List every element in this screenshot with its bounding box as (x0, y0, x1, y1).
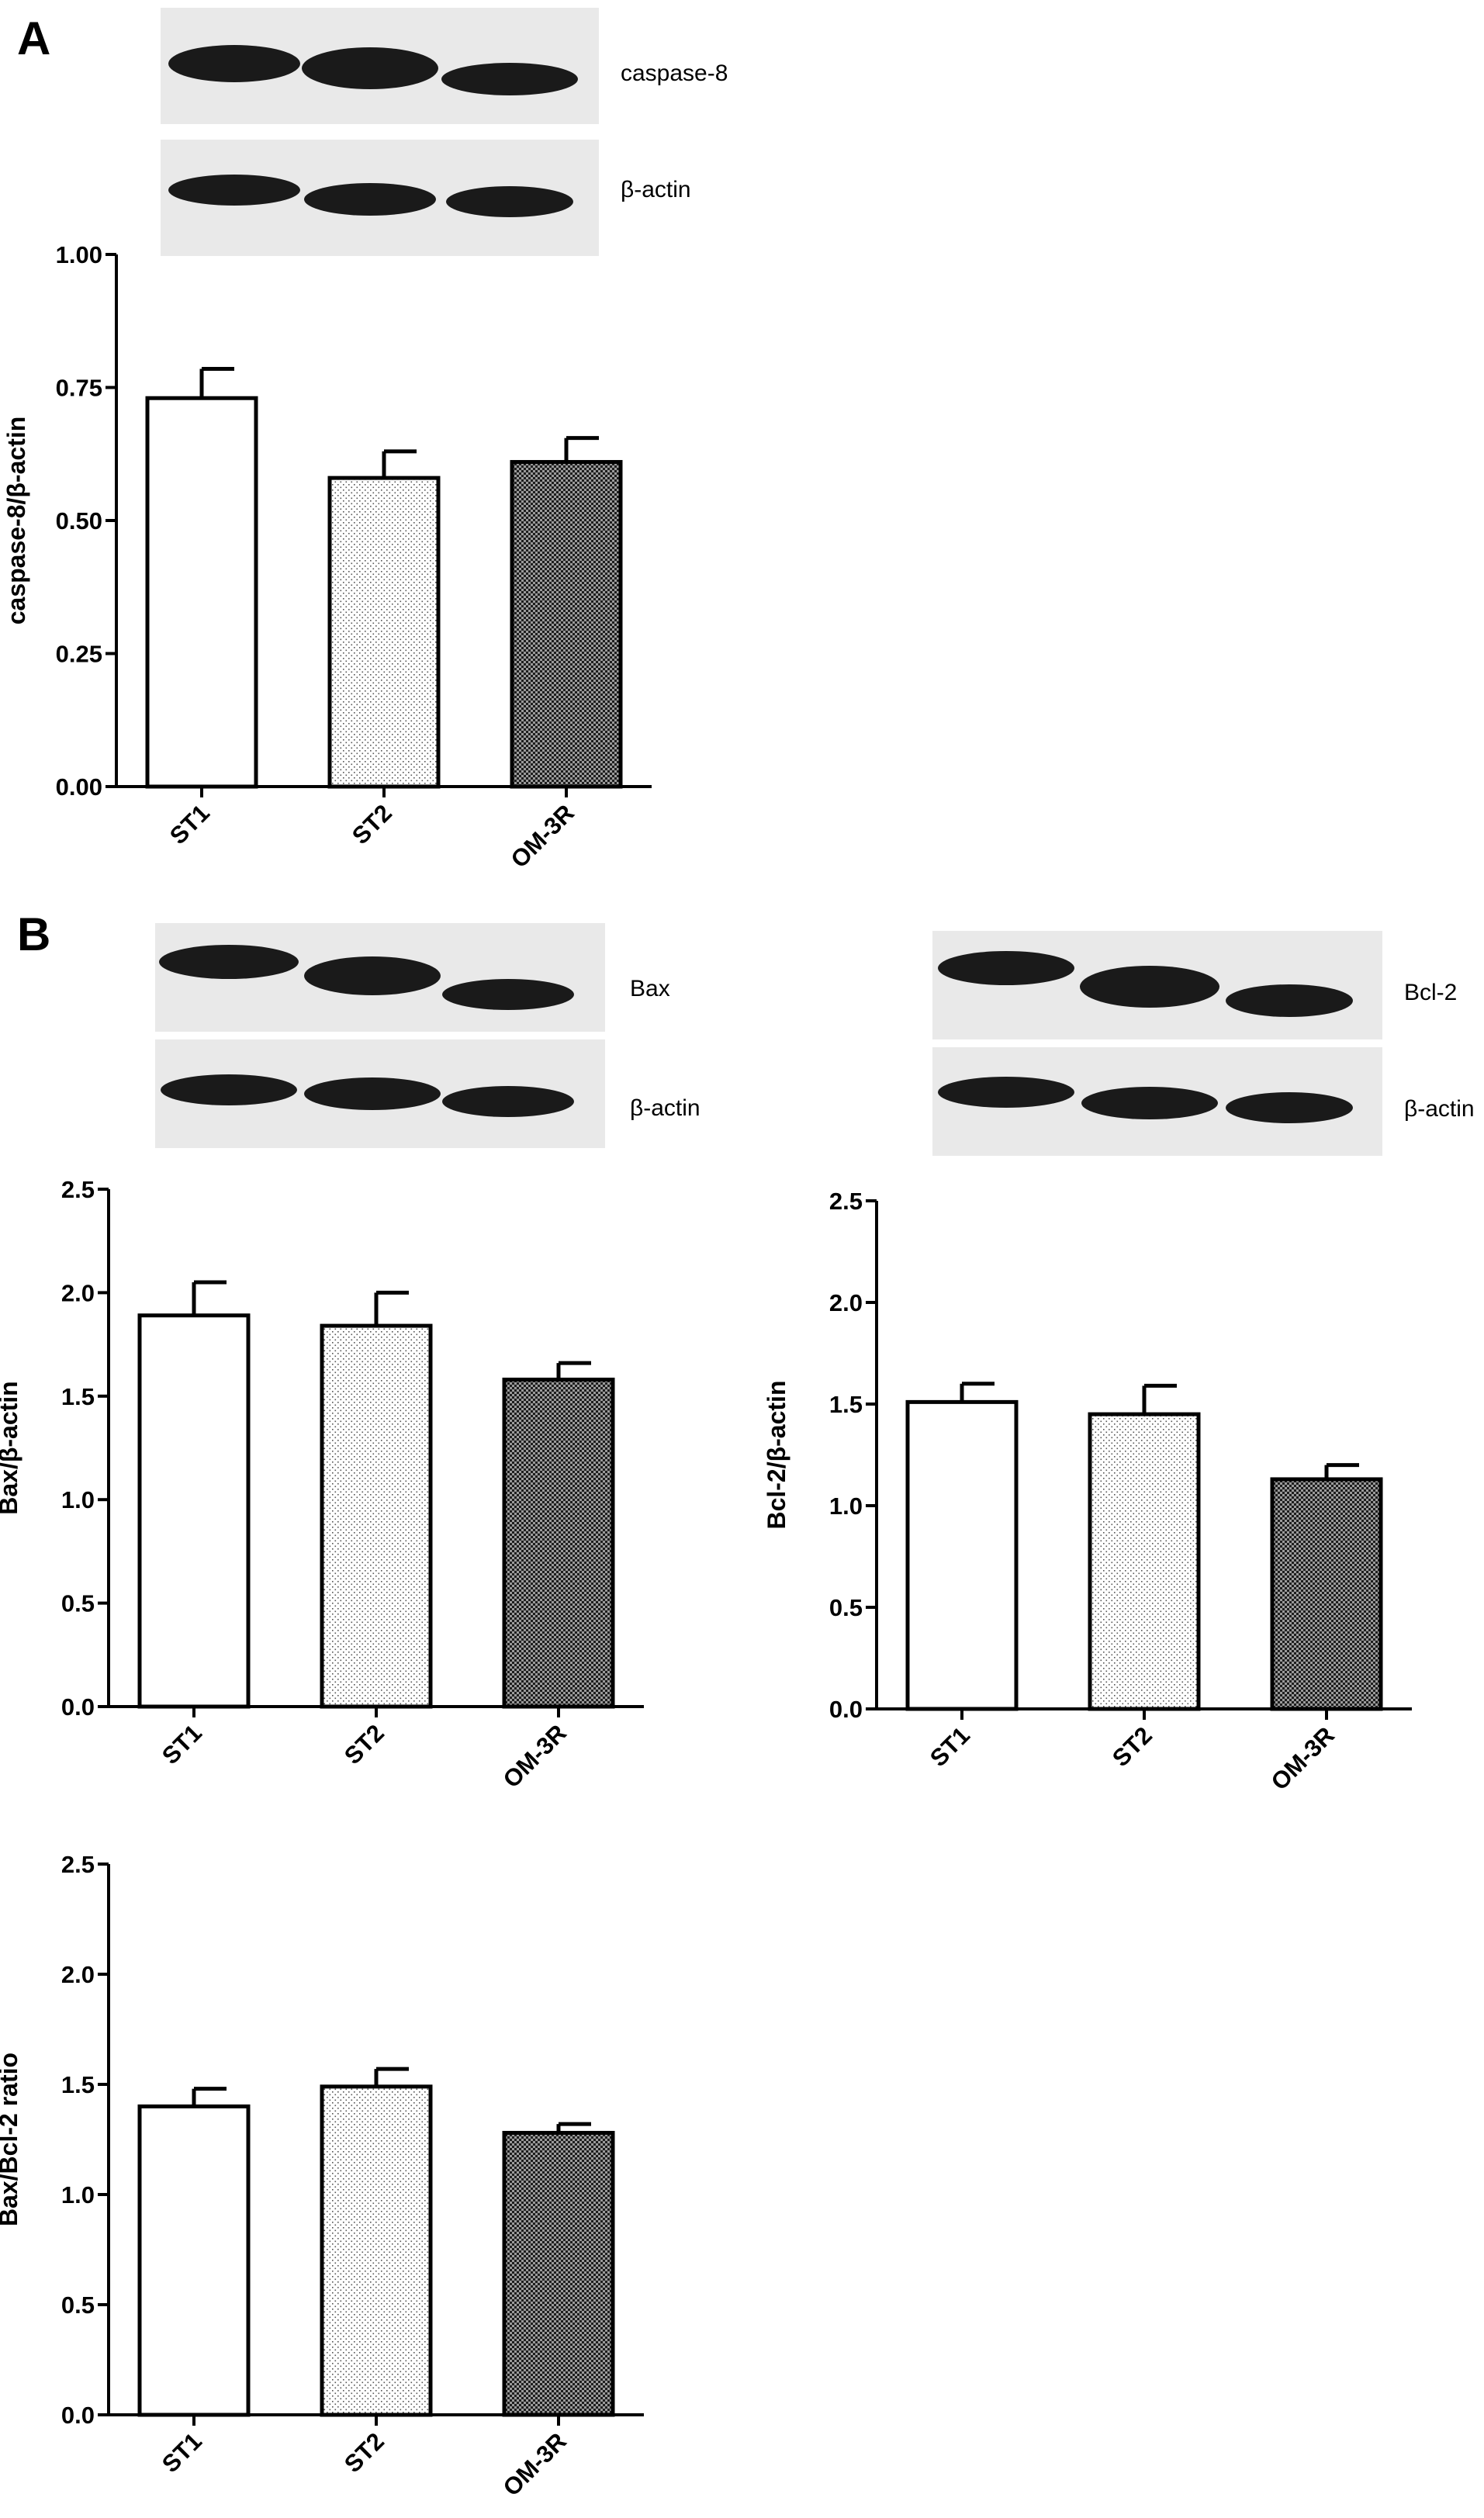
category-label-ratio-ST2: ST2 (339, 2427, 389, 2478)
y-tick-label-bcl2: 2.0 (829, 1289, 863, 1316)
y-axis-label-bcl2: Bcl-2/β-actin (763, 1380, 790, 1529)
blot-caspase8-actin (161, 140, 599, 256)
blot-caspase8-actin-bands (168, 175, 573, 217)
bar-caspase8-OM-3R (510, 460, 623, 789)
y-tick-label-ratio: 2.0 (61, 1961, 95, 1988)
y-tick-label-bax: 0.0 (61, 1693, 95, 1721)
blot-caspase8-bands (168, 45, 578, 95)
category-label-bcl2-OM-3R: OM-3R (1266, 1721, 1340, 1795)
y-tick-label-bax: 0.5 (61, 1590, 95, 1617)
y-tick-label-caspase8: 0.00 (56, 773, 102, 801)
bar-bax-OM-3R (502, 1377, 615, 1709)
category-label-bax-OM-3R: OM-3R (498, 1719, 572, 1793)
y-tick-label-bax: 1.5 (61, 1383, 95, 1410)
caspase8-actin-band-label: β-actin (621, 177, 691, 202)
y-tick-label-bcl2: 1.0 (829, 1492, 863, 1520)
chart-ratio: 0.0 0.5 1.0 1.5 2.0 2.5 Bax/Bcl-2 ratio ST1 ST2 O… (0, 1851, 644, 2502)
category-label-bcl2-ST1: ST1 (925, 1721, 975, 1772)
bcl2-band-label: Bcl-2 (1404, 980, 1458, 1005)
chart-bcl2: 0.0 0.5 1.0 1.5 2.0 2.5 Bcl-2/β-actin ST1 ST2 OM-… (763, 1188, 1412, 1796)
bar-ratio-ST2 (320, 2084, 433, 2417)
y-tick-label-bcl2: 1.5 (829, 1391, 863, 1418)
bar-bcl2-OM-3R (1270, 1477, 1383, 1711)
bar-caspase8-ST2 (327, 476, 441, 789)
blot-bcl2 (932, 931, 1382, 1039)
panel-label-b: B (17, 908, 51, 960)
category-label-ratio-OM-3R: OM-3R (498, 2427, 572, 2501)
category-label-bax-ST1: ST1 (157, 1719, 207, 1769)
bar-bax-ST1 (137, 1313, 251, 1709)
y-tick-label-bax: 1.0 (61, 1486, 95, 1513)
y-tick-label-caspase8: 1.00 (56, 241, 102, 268)
blot-bcl2-actin-bands (938, 1077, 1353, 1123)
y-axis-label-bax: Bax/β-actin (0, 1381, 22, 1514)
bar-ratio-ST1 (137, 2104, 251, 2417)
y-tick-label-caspase8: 0.50 (56, 507, 102, 534)
y-tick-label-bcl2: 0.0 (829, 1696, 863, 1723)
category-label-bcl2-ST2: ST2 (1107, 1721, 1157, 1772)
bcl2-actin-band-label: β-actin (1404, 1096, 1475, 1122)
y-axis-label-ratio: Bax/Bcl-2 ratio (0, 2053, 22, 2226)
bax-actin-band-label: β-actin (630, 1095, 700, 1121)
y-tick-label-ratio: 1.0 (61, 2181, 95, 2208)
category-label-caspase8-ST1: ST1 (164, 799, 215, 849)
bar-bax-ST2 (320, 1323, 433, 1709)
chart-caspase8: 0.00 0.25 0.50 0.75 1.00 caspase-8/β-actin ST1… (2, 241, 652, 873)
blot-bax-bands (159, 945, 574, 1010)
bar-bcl2-ST1 (905, 1399, 1019, 1711)
blot-bcl2-actin (932, 1047, 1382, 1156)
blot-bax-actin-bands (161, 1074, 574, 1117)
bar-caspase8-ST1 (145, 396, 258, 789)
y-tick-label-bcl2: 2.5 (829, 1188, 863, 1215)
bax-band-label: Bax (630, 976, 670, 1001)
blot-bcl2-bands (938, 951, 1353, 1017)
chart-bax: 0.0 0.5 1.0 1.5 2.0 2.5 Bax/β-actin ST1 ST2 OM-3R (0, 1176, 644, 1793)
y-axis-label-caspase8: caspase-8/β-actin (2, 417, 30, 625)
category-label-caspase8-ST2: ST2 (347, 799, 397, 849)
bar-ratio-OM-3R (502, 2130, 615, 2417)
caspase8-band-label: caspase-8 (621, 61, 728, 86)
blot-bax (155, 923, 605, 1032)
y-tick-label-caspase8: 0.75 (56, 375, 102, 402)
blot-bax-actin (155, 1039, 605, 1148)
y-tick-label-ratio: 0.5 (61, 2291, 95, 2319)
panel-label-a: A (17, 12, 51, 64)
y-tick-label-bax: 2.5 (61, 1176, 95, 1203)
y-tick-label-bax: 2.0 (61, 1279, 95, 1306)
blot-caspase8 (161, 8, 599, 124)
y-tick-label-ratio: 1.5 (61, 2071, 95, 2098)
category-label-bax-ST2: ST2 (339, 1719, 389, 1769)
bar-bcl2-ST2 (1088, 1412, 1201, 1711)
y-tick-label-ratio: 2.5 (61, 1851, 95, 1878)
category-label-ratio-ST1: ST1 (157, 2427, 207, 2478)
y-tick-label-ratio: 0.0 (61, 2402, 95, 2429)
category-label-caspase8-OM-3R: OM-3R (506, 799, 579, 873)
y-tick-label-bcl2: 0.5 (829, 1594, 863, 1621)
y-tick-label-caspase8: 0.25 (56, 641, 102, 668)
